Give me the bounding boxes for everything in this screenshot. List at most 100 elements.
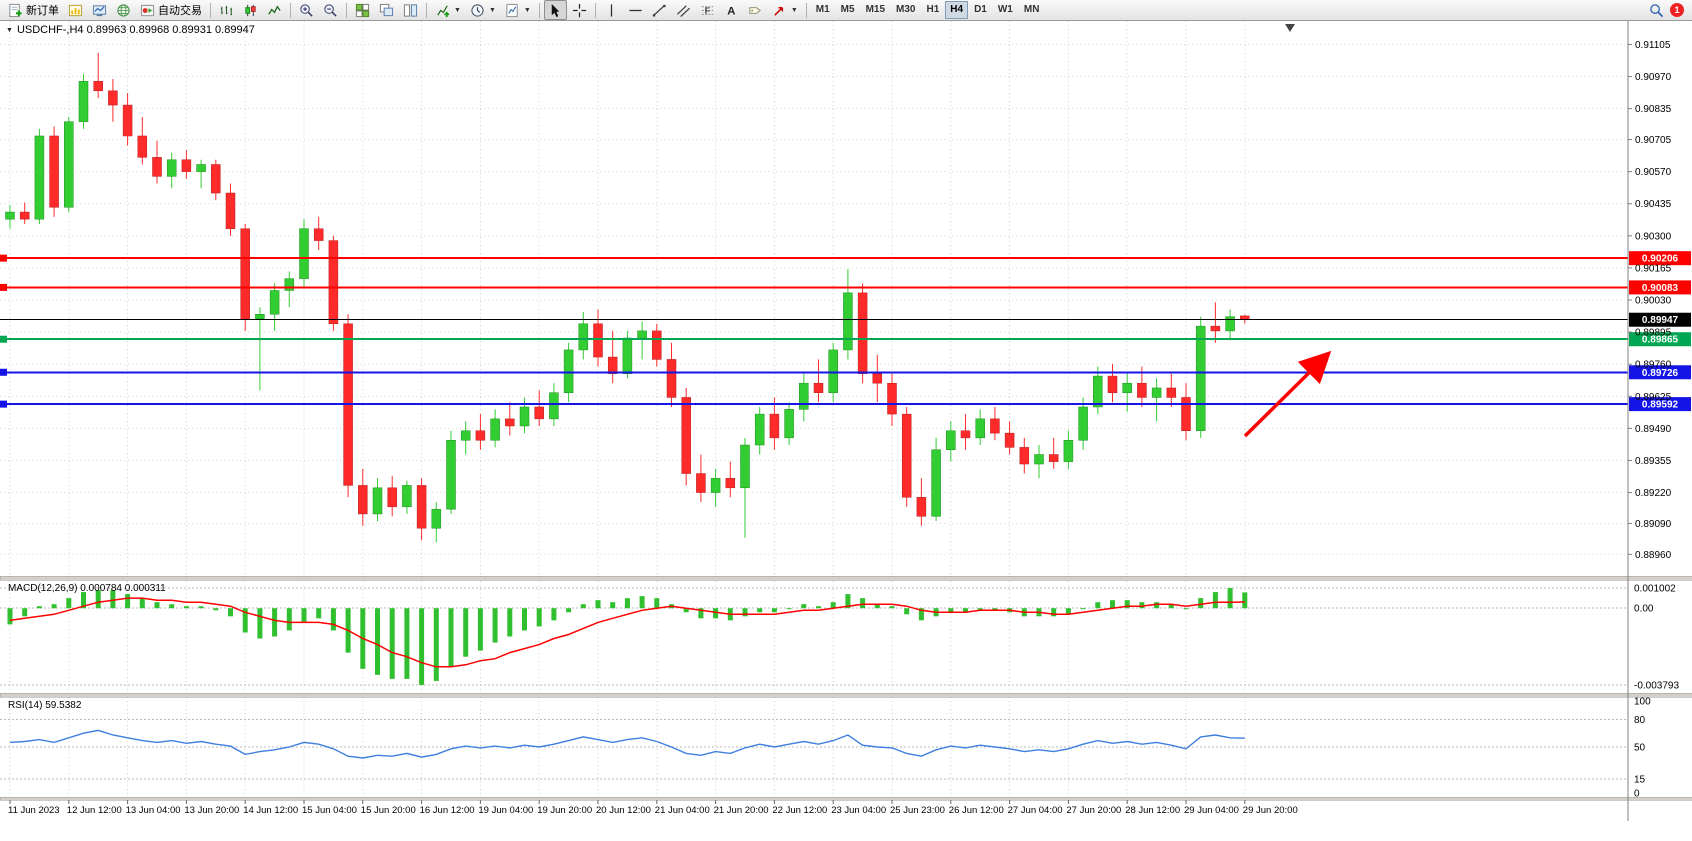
timeframe-h4-button[interactable]: H4 bbox=[945, 1, 969, 19]
toolbar-separator bbox=[290, 2, 291, 18]
vertical-line-tool-button[interactable] bbox=[600, 0, 623, 20]
text-icon: A bbox=[727, 5, 735, 17]
zoom-out-icon bbox=[324, 3, 337, 17]
zoom-out-button[interactable] bbox=[319, 0, 342, 20]
svg-text:0.90083: 0.90083 bbox=[1642, 283, 1679, 294]
svg-text:20 Jun 12:00: 20 Jun 12:00 bbox=[596, 805, 651, 816]
fibonacci-tool-button[interactable]: F bbox=[696, 0, 719, 20]
dropdown-caret-icon: ▼ bbox=[523, 6, 531, 14]
svg-text:100: 100 bbox=[1634, 697, 1651, 708]
label-tag-icon bbox=[749, 6, 761, 14]
svg-text:50: 50 bbox=[1634, 743, 1646, 754]
svg-text:22 Jun 12:00: 22 Jun 12:00 bbox=[772, 805, 827, 816]
crosshair-icon bbox=[572, 3, 586, 17]
svg-text:0.89490: 0.89490 bbox=[1635, 424, 1672, 435]
svg-text:27 Jun 20:00: 27 Jun 20:00 bbox=[1066, 805, 1121, 816]
svg-text:0.89220: 0.89220 bbox=[1635, 488, 1672, 499]
svg-text:29 Jun 20:00: 29 Jun 20:00 bbox=[1243, 805, 1298, 816]
timeframe-h1-button[interactable]: H1 bbox=[926, 4, 940, 15]
autotrade-label: 自动交易 bbox=[158, 5, 202, 17]
svg-text:0.90835: 0.90835 bbox=[1635, 104, 1672, 115]
svg-text:16 Jun 12:00: 16 Jun 12:00 bbox=[420, 805, 475, 816]
line-chart-icon bbox=[268, 5, 281, 15]
timeframe-group: M1 M5 M15 M30 H1 H4 D1 W1 MN bbox=[811, 1, 1045, 19]
svg-text:0.89090: 0.89090 bbox=[1635, 519, 1672, 530]
svg-text:0.90300: 0.90300 bbox=[1635, 231, 1672, 242]
dropdown-caret-icon: ▼ bbox=[488, 6, 496, 14]
channel-tool-button[interactable] bbox=[672, 0, 695, 20]
line-chart-type-button[interactable] bbox=[263, 0, 286, 20]
new-chart-icon bbox=[68, 4, 83, 16]
tile-windows-button[interactable] bbox=[351, 0, 374, 20]
timeframe-d1-button[interactable]: D1 bbox=[974, 4, 987, 15]
timeframe-m5-button[interactable]: M5 bbox=[840, 4, 855, 15]
timeframe-m30-button[interactable]: M30 bbox=[896, 4, 916, 15]
svg-text:0.00: 0.00 bbox=[1634, 604, 1654, 615]
label-tool-button[interactable] bbox=[744, 0, 767, 20]
svg-text:23 Jun 04:00: 23 Jun 04:00 bbox=[831, 805, 886, 816]
tile-vertical-button[interactable] bbox=[399, 0, 422, 20]
profiles-icon bbox=[92, 4, 107, 16]
autotrade-icon bbox=[140, 4, 155, 16]
autotrade-button[interactable]: 自动交易 bbox=[136, 0, 206, 20]
zoom-in-icon bbox=[300, 3, 313, 17]
svg-text:19 Jun 20:00: 19 Jun 20:00 bbox=[537, 805, 592, 816]
toolbar-separator bbox=[538, 2, 540, 18]
svg-text:0.90206: 0.90206 bbox=[1642, 254, 1679, 265]
zoom-in-button[interactable] bbox=[295, 0, 318, 20]
svg-text:0.89865: 0.89865 bbox=[1642, 335, 1679, 346]
text-tool-button[interactable]: A bbox=[720, 0, 743, 20]
crosshair-tool-button[interactable] bbox=[568, 0, 591, 20]
toolbar-separator bbox=[210, 2, 211, 18]
new-chart-button[interactable] bbox=[64, 0, 87, 20]
dropdown-caret-icon: ▼ bbox=[454, 6, 461, 14]
periods-button[interactable]: ▼ bbox=[466, 0, 500, 20]
profiles-button[interactable] bbox=[88, 0, 111, 20]
community-globe-icon bbox=[117, 3, 130, 17]
svg-text:25 Jun 23:00: 25 Jun 23:00 bbox=[890, 805, 945, 816]
svg-text:0.89947: 0.89947 bbox=[1642, 315, 1679, 326]
svg-text:-0.003793: -0.003793 bbox=[1634, 680, 1679, 691]
svg-text:0.89625: 0.89625 bbox=[1635, 392, 1672, 403]
svg-text:F: F bbox=[705, 5, 710, 15]
bar-chart-icon bbox=[220, 5, 233, 15]
candlestick-type-button[interactable] bbox=[239, 0, 262, 20]
tile-vertical-icon bbox=[403, 3, 418, 17]
horizontal-line-tool-button[interactable] bbox=[624, 0, 647, 20]
cursor-tool-button[interactable] bbox=[543, 0, 567, 20]
svg-text:80: 80 bbox=[1634, 715, 1646, 726]
cascade-windows-button[interactable] bbox=[375, 0, 398, 20]
svg-text:28 Jun 12:00: 28 Jun 12:00 bbox=[1125, 805, 1180, 816]
trendline-icon bbox=[652, 4, 666, 16]
new-order-button[interactable]: 新订单 bbox=[4, 0, 63, 20]
trendline-tool-button[interactable] bbox=[648, 0, 671, 20]
template-icon bbox=[506, 3, 518, 17]
trend-arrow-annotation bbox=[1243, 350, 1332, 438]
timeframe-w1-button[interactable]: W1 bbox=[997, 4, 1013, 15]
svg-text:0.89592: 0.89592 bbox=[1642, 400, 1679, 411]
svg-text:0: 0 bbox=[1634, 789, 1640, 800]
fibonacci-icon: F bbox=[701, 5, 713, 15]
scripts-button[interactable] bbox=[112, 0, 135, 20]
shapes-tool-button[interactable]: ▼ bbox=[768, 0, 802, 20]
toolbar-separator bbox=[426, 2, 427, 18]
svg-text:21 Jun 04:00: 21 Jun 04:00 bbox=[655, 805, 710, 816]
svg-text:A: A bbox=[727, 5, 735, 17]
notification-badge[interactable]: 1 bbox=[1670, 3, 1684, 17]
svg-text:14 Jun 12:00: 14 Jun 12:00 bbox=[243, 805, 298, 816]
templates-button[interactable]: ▼ bbox=[501, 0, 535, 20]
timeframe-mn-button[interactable]: MN bbox=[1023, 4, 1040, 15]
timeframe-m15-button[interactable]: M15 bbox=[865, 4, 886, 15]
add-indicator-button[interactable]: ▼ bbox=[431, 0, 465, 20]
bar-chart-type-button[interactable] bbox=[215, 0, 238, 20]
svg-text:0.90570: 0.90570 bbox=[1635, 167, 1672, 178]
toolbar-right-group: 1 bbox=[1649, 3, 1688, 18]
vertical-line-icon bbox=[610, 3, 612, 17]
svg-text:29 Jun 04:00: 29 Jun 04:00 bbox=[1184, 805, 1239, 816]
cursor-icon bbox=[551, 3, 560, 17]
search-icon[interactable] bbox=[1649, 3, 1664, 18]
timeframe-m1-button[interactable]: M1 bbox=[815, 4, 830, 15]
svg-text:0.91105: 0.91105 bbox=[1635, 40, 1671, 51]
chart-canvas[interactable]: 0.90206 0.90083 0.89947 0.89865 0.89726 0.895… bbox=[0, 21, 1692, 841]
toolbar-separator bbox=[594, 2, 596, 18]
